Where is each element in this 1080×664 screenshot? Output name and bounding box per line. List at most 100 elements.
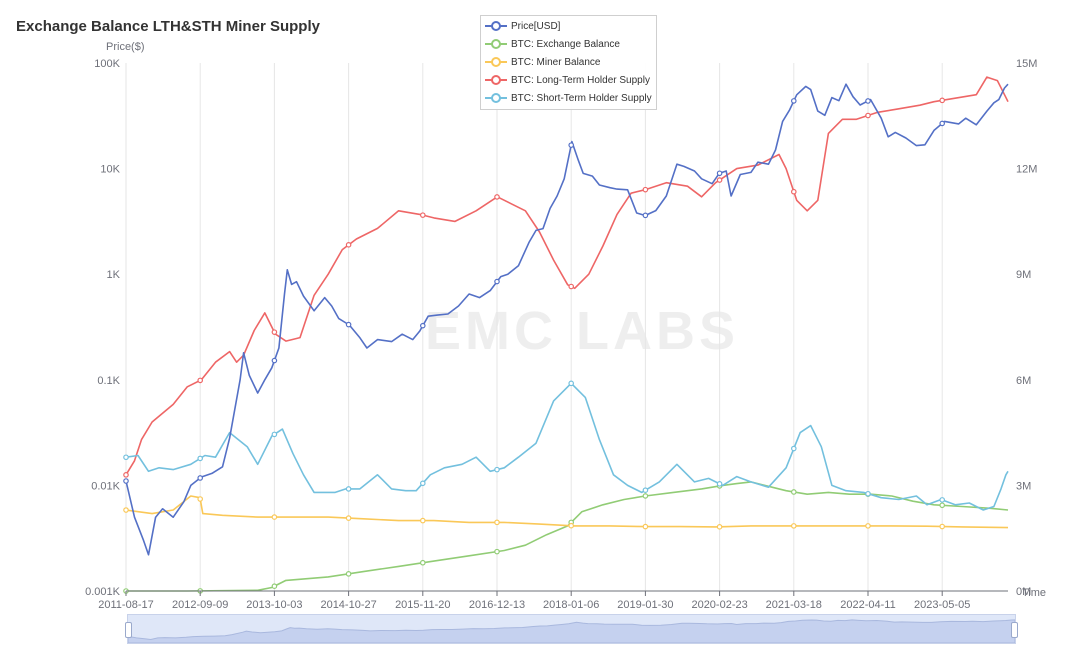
y-left-tick-label: 0.1K — [97, 375, 120, 387]
datazoom-slider[interactable] — [125, 614, 1018, 644]
lth-supply-line-marker — [197, 377, 204, 384]
lth-supply-line-marker — [345, 242, 352, 248]
miner-balance-line-marker — [419, 517, 426, 524]
x-tick-label: 2015-11-20 — [395, 599, 450, 611]
sth-supply-line-marker — [939, 497, 946, 503]
miner-balance-line-marker — [939, 523, 946, 530]
legend: Price[USD] BTC: Exchange Balance BTC: Mi… — [480, 15, 657, 110]
sth-supply-line-marker — [716, 481, 723, 487]
legend-label-sth-supply: BTC: Short-Term Holder Supply — [511, 92, 652, 104]
sth-supply-line-marker — [123, 454, 129, 461]
legend-item-exchange-balance[interactable]: BTC: Exchange Balance — [485, 36, 620, 52]
legend-swatch-exchange-balance — [485, 38, 507, 50]
miner-balance-line-marker — [568, 522, 575, 529]
grid-lines — [125, 63, 943, 591]
sth-supply-line-marker — [642, 487, 649, 494]
y-left-tick-label: 100K — [94, 58, 120, 70]
exchange-balance-line-marker — [419, 559, 426, 566]
y-right-tick-label: 15M — [1016, 58, 1037, 70]
y-right-tick-label: 9M — [1016, 269, 1031, 281]
legend-item-sth-supply[interactable]: BTC: Short-Term Holder Supply — [485, 90, 652, 106]
datazoom-preview-area — [128, 619, 1015, 643]
x-tick-label: 2018-01-06 — [543, 599, 599, 611]
x-tick-label: 2011-08-17 — [98, 599, 153, 611]
legend-swatch-lth-supply — [485, 74, 507, 86]
lth-supply-line-marker — [271, 329, 278, 335]
x-axis-label: Time — [1022, 587, 1046, 599]
exchange-balance-line-marker — [271, 583, 278, 589]
lth-supply-line-marker — [790, 188, 797, 195]
lth-supply-line-marker — [494, 194, 500, 200]
exchange-balance-line-marker — [790, 489, 797, 495]
left-axis-ticks: 0.001K 0.01K 0.1K 1K 10K 100K — [85, 58, 121, 598]
price-line-marker — [568, 142, 575, 148]
right-axis-ticks: 0M 3M 6M 9M 12M 15M — [1016, 58, 1037, 598]
price-line-marker — [345, 321, 352, 328]
y-right-tick-label: 6M — [1016, 375, 1031, 387]
price-line-marker — [494, 278, 500, 285]
legend-label-miner-balance: BTC: Miner Balance — [511, 56, 601, 68]
x-tick-label: 2013-10-03 — [246, 599, 302, 611]
y-left-tick-label: 0.001K — [85, 586, 121, 598]
sth-supply-line-marker — [494, 466, 500, 473]
datazoom-preview — [128, 619, 1015, 643]
price-line-marker — [123, 478, 129, 484]
x-tick-label: 2014-10-27 — [320, 599, 376, 611]
y-axis-label: Price($) — [106, 41, 145, 53]
sth-supply-line — [125, 382, 1009, 511]
miner-balance-line-marker — [865, 523, 871, 529]
y-right-tick-label: 0M — [1016, 586, 1031, 598]
y-left-tick-label: 0.01K — [91, 480, 120, 492]
price-line-marker — [865, 98, 871, 104]
exchange-balance-line-marker — [345, 571, 352, 577]
price-line — [125, 83, 1009, 556]
lth-supply-line-marker — [865, 112, 871, 119]
x-tick-label: 2016-12-13 — [469, 599, 525, 611]
x-tick-label: 2022-04-11 — [840, 599, 895, 611]
lth-supply-line-marker — [419, 212, 426, 218]
y-right-tick-label: 12M — [1016, 164, 1037, 176]
miner-balance-line-marker — [790, 523, 797, 529]
miner-balance-line-marker — [123, 507, 129, 513]
datazoom-left-handle[interactable] — [125, 622, 132, 638]
y-right-tick-label: 3M — [1016, 480, 1031, 492]
x-tick-label: 2021-03-18 — [766, 599, 822, 611]
lth-supply-line-marker — [939, 97, 946, 104]
price-line-marker — [716, 170, 723, 177]
exchange-balance-line-marker — [939, 502, 946, 509]
x-tick-label: 2012-09-09 — [172, 599, 228, 611]
sth-supply-line-marker — [419, 480, 426, 487]
lth-supply-line-marker — [716, 177, 723, 183]
sth-supply-line-marker — [790, 445, 797, 452]
legend-label-price: Price[USD] — [511, 20, 561, 32]
y-left-tick-label: 1K — [107, 269, 121, 281]
lth-supply-line — [125, 76, 1009, 476]
chart-title: Exchange Balance LTH&STH Miner Supply — [16, 18, 320, 35]
sth-supply-line-marker — [345, 486, 352, 492]
legend-item-lth-supply[interactable]: BTC: Long-Term Holder Supply — [485, 72, 650, 88]
x-tick-label: 2023-05-05 — [914, 599, 970, 611]
miner-balance-line-marker — [345, 515, 352, 521]
miner-balance-line-marker — [642, 523, 649, 530]
exchange-balance-line-marker — [494, 548, 500, 555]
legend-label-lth-supply: BTC: Long-Term Holder Supply — [511, 74, 650, 86]
miner-balance-line-marker — [197, 496, 204, 502]
lth-supply-line-marker — [123, 472, 129, 478]
price-line-marker — [271, 357, 278, 364]
legend-item-miner-balance[interactable]: BTC: Miner Balance — [485, 54, 600, 70]
lth-supply-line-marker — [642, 186, 649, 193]
price-line-marker — [790, 98, 797, 104]
legend-swatch-price — [485, 20, 507, 32]
sth-supply-line-marker — [271, 431, 278, 438]
legend-swatch-miner-balance — [485, 56, 507, 68]
legend-label-exchange-balance: BTC: Exchange Balance — [511, 38, 620, 50]
x-tick-label: 2020-02-23 — [691, 599, 747, 611]
datazoom-right-handle[interactable] — [1011, 622, 1018, 638]
exchange-balance-line-marker — [642, 493, 649, 499]
exchange-balance-line — [126, 481, 1009, 592]
price-line-marker — [419, 322, 426, 329]
sth-supply-line-marker — [865, 490, 871, 497]
legend-item-price[interactable]: Price[USD] — [485, 18, 560, 34]
price-line-marker — [197, 475, 204, 481]
